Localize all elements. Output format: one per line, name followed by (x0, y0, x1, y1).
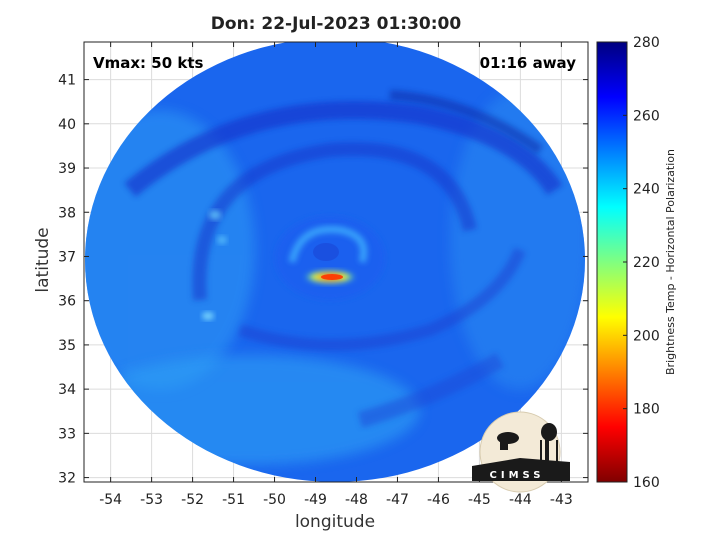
cimss-logo-text: CIMSS (490, 470, 545, 481)
y-axis-label: latitude (33, 227, 53, 292)
colorbar-ticks: 160 180 200 220 240 260 280 (623, 35, 660, 491)
x-axis-label: longitude (295, 512, 375, 532)
y-tick-label: 35 (58, 338, 76, 354)
y-tick-label: 33 (58, 426, 76, 442)
x-tick-label: -54 (99, 492, 122, 508)
y-tick-label: 34 (58, 382, 76, 398)
y-tick-label: 38 (58, 205, 76, 221)
x-tick-label: -46 (427, 492, 450, 508)
y-tick-label: 37 (58, 249, 76, 265)
x-tick-label: -43 (550, 492, 573, 508)
colorbar-tick-label: 280 (633, 35, 660, 51)
plot-border (83, 41, 589, 483)
x-tick-label: -49 (304, 492, 327, 508)
x-tick-label: -48 (345, 492, 368, 508)
colorbar-tick-label: 220 (633, 255, 660, 271)
colorbar-tick-label: 260 (633, 108, 660, 124)
y-tick-label: 39 (58, 161, 76, 177)
colorbar-tick-label: 200 (633, 328, 660, 344)
x-tick-label: -51 (222, 492, 245, 508)
colorbar-tick-label: 240 (633, 182, 660, 198)
y-tick-label: 41 (58, 73, 76, 89)
y-axis: 32 33 34 35 36 37 38 39 40 41 (58, 73, 588, 487)
chart-title: Don: 22-Jul-2023 01:30:00 (210, 14, 462, 34)
colorbar-tick-label: 160 (633, 475, 660, 491)
y-tick-label: 32 (58, 471, 76, 487)
x-tick-label: -53 (140, 492, 163, 508)
x-tick-label: -52 (181, 492, 204, 508)
y-tick-label: 40 (58, 117, 76, 133)
cimss-logo: CIMSS (472, 411, 570, 493)
colorbar (596, 41, 628, 483)
x-axis: -54 -53 -52 -51 -50 -49 -48 -47 -46 -45 -44 -43 (99, 42, 573, 508)
colorbar-tick-label: 180 (633, 402, 660, 418)
vmax-annotation: Vmax: 50 kts (93, 54, 203, 72)
colorbar-label: Brightness Temp - Horizontal Polarizatio… (664, 149, 677, 375)
x-tick-label: -47 (386, 492, 409, 508)
x-tick-label: -45 (468, 492, 491, 508)
time-away-annotation: 01:16 away (480, 54, 577, 72)
brightness-temp-swath (85, 42, 585, 482)
x-tick-label: -50 (263, 492, 286, 508)
x-tick-label: -44 (509, 492, 532, 508)
y-tick-label: 36 (58, 294, 76, 310)
